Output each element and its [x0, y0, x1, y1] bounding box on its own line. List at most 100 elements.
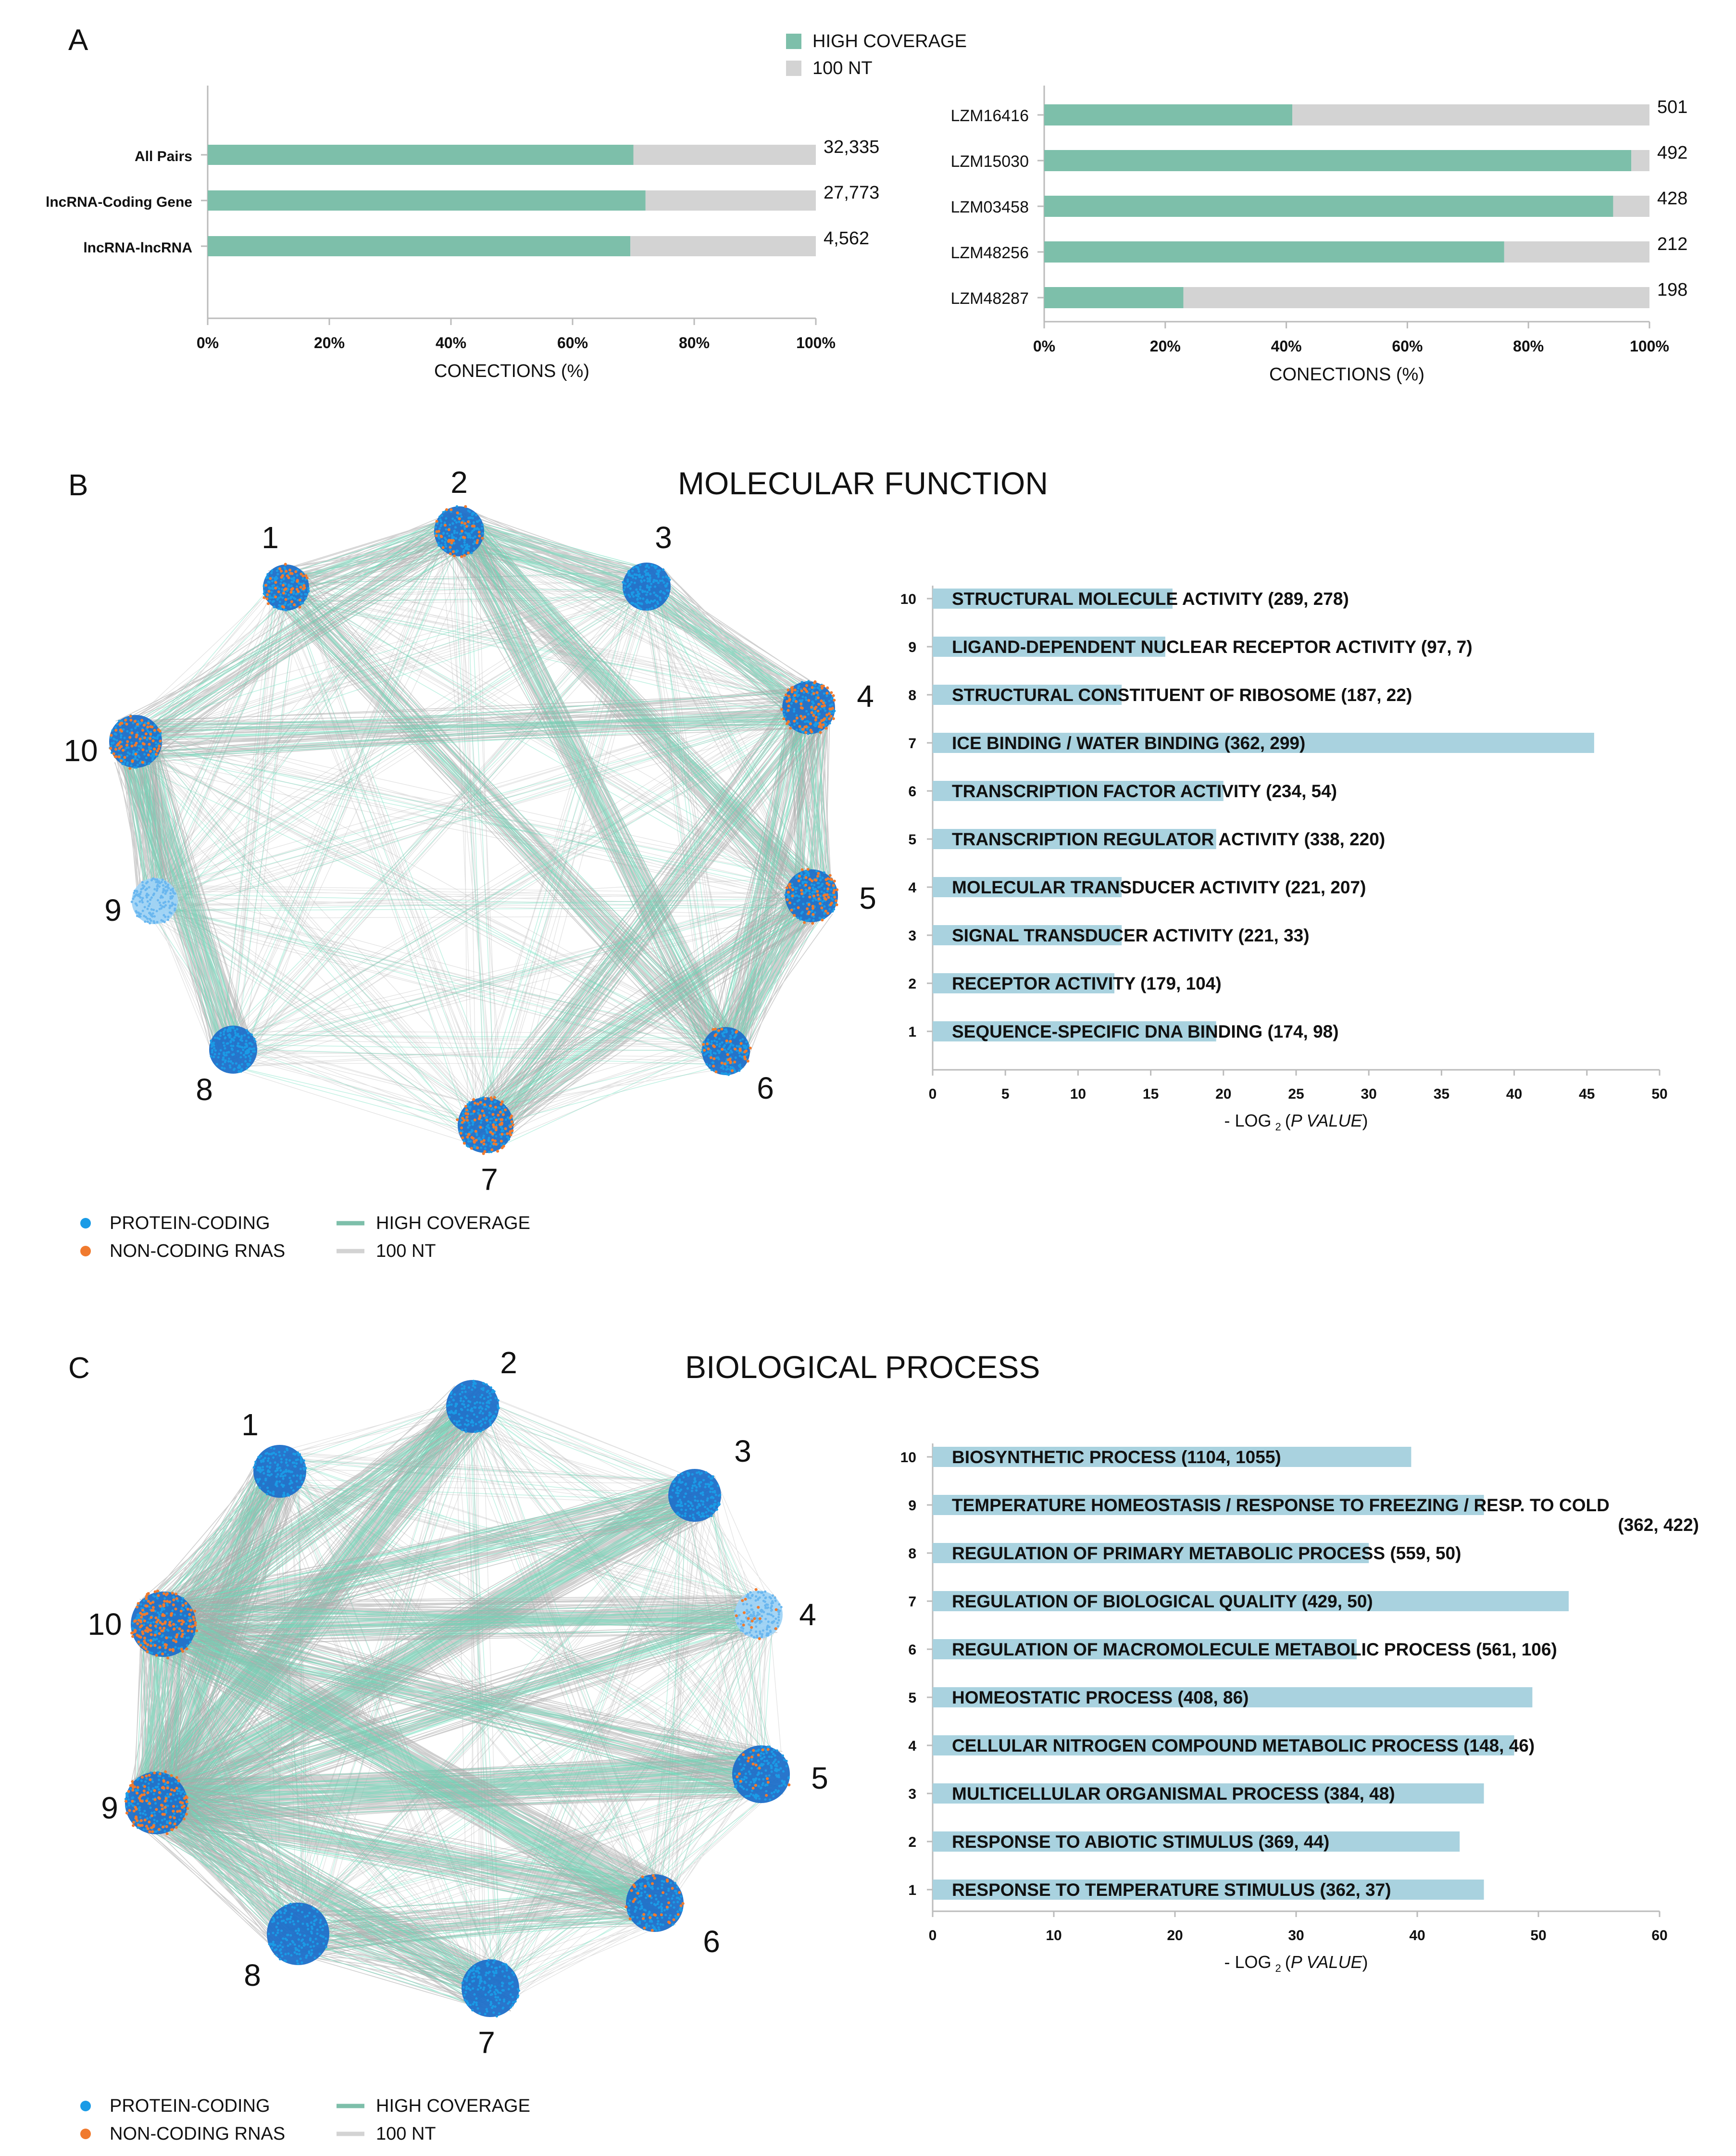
edge-bundle-high-coverage [144, 1477, 709, 1644]
enrichment-bar [933, 589, 1173, 609]
bar-category-label: SEQUENCE-SPECIFIC DNA BINDING (174, 98) [952, 1022, 1339, 1041]
edge-bundle-high-coverage [135, 1781, 320, 1953]
node-label: 4 [857, 679, 874, 714]
network-b: 1 2 3 4 5 6 7 8 9 10 [63, 465, 876, 1197]
node-protein-dots [622, 564, 671, 611]
edge-bundle-high-coverage [140, 1388, 489, 1645]
legend-swatch-high-coverage [786, 34, 801, 49]
edge-bundle-100nt [139, 889, 736, 1064]
node-label: 5 [811, 1761, 828, 1795]
bar-category-label: ICE BINDING / WATER BINDING (362, 299) [952, 733, 1305, 753]
x-tick-label: 20% [314, 334, 345, 351]
edge-bundle-high-coverage [227, 589, 664, 1050]
enrichment-bar [933, 1591, 1569, 1611]
enrichment-bar [933, 973, 1114, 993]
network-node-5: 5 [784, 868, 876, 925]
bar-index-label: 10 [900, 1450, 916, 1466]
edge-bundle-high-coverage [228, 1034, 741, 1066]
bar-100nt [1504, 241, 1649, 263]
edge-bundle-high-coverage [117, 516, 472, 760]
edge-bundle-100nt [470, 1908, 676, 2007]
node-label: 4 [799, 1597, 816, 1632]
edge-bundle-100nt [641, 1474, 714, 1926]
title-biological-process: BIOLOGICAL PROCESS [685, 1349, 1040, 1385]
x-tick-label: 50 [1530, 1928, 1546, 1943]
network-node-2: 2 [446, 1345, 517, 1433]
x-axis-title-ital: P VALUE [1291, 1111, 1363, 1130]
bar-category-label: RESPONSE TO ABIOTIC STIMULUS (369, 44) [952, 1832, 1329, 1852]
data-label: 4,562 [824, 228, 869, 249]
category-label: lncRNA-Coding Gene [46, 194, 192, 210]
edge-bundle-high-coverage [121, 726, 737, 1063]
enrichment-bar [933, 925, 1122, 945]
node-ncrna-dots [702, 1028, 752, 1074]
network-node-7: 7 [456, 1096, 515, 1197]
edge-bundle-100nt [228, 574, 663, 1065]
enrichment-bar [933, 1735, 1514, 1755]
bar-index-label: 10 [900, 591, 916, 607]
bar-100nt [645, 190, 816, 211]
bar-high-coverage [1044, 150, 1632, 171]
node-protein-dots [252, 1446, 307, 1497]
node-label: 8 [244, 1958, 261, 1993]
bar-index-label: 4 [908, 880, 916, 896]
edge-bundle-high-coverage [144, 1601, 774, 1645]
node-protein-dots [446, 1379, 500, 1433]
edge-bundle-high-coverage [476, 581, 657, 1123]
edge-bundle-high-coverage [135, 1781, 672, 1923]
x-tick-label: 45 [1579, 1086, 1595, 1102]
bar-high-coverage [1044, 241, 1504, 263]
edge-bundle-high-coverage [141, 1605, 780, 1794]
bar-index-label: 5 [908, 1690, 916, 1706]
bar-category-label: RECEPTOR ACTIVITY (179, 104) [952, 974, 1222, 993]
node-label: 6 [703, 1924, 720, 1959]
bar-100nt [1613, 196, 1649, 217]
x-axis-title-open: ( [1285, 1111, 1291, 1130]
edge-bundle-100nt [439, 518, 507, 1147]
bar-100nt [630, 236, 816, 256]
bar-index-label: 2 [908, 976, 916, 992]
enrichment-bar [933, 685, 1122, 705]
legend-protein-dot [80, 2101, 91, 2111]
network-node-3: 3 [668, 1434, 751, 1522]
edge-bundle-high-coverage [223, 700, 822, 1064]
node-protein-dots [267, 1903, 327, 1965]
edge-bundle-100nt [262, 1452, 699, 1511]
edge-bundle-100nt [627, 575, 829, 912]
enrichment-bar [933, 1543, 1369, 1563]
category-label: lncRNA-lncRNA [83, 240, 192, 256]
bar-category-label: RESPONSE TO TEMPERATURE STIMULUS (362, 3… [952, 1880, 1391, 1900]
network-node-7: 7 [461, 1959, 520, 2060]
x-tick-label: 5 [1001, 1086, 1010, 1102]
chart-a-right: LZM16416 501 LZM15030 492 LZM03458 428 LZM4825… [950, 86, 1687, 385]
bar-high-coverage [208, 190, 646, 211]
enrichment-bar [933, 1687, 1533, 1707]
x-tick-label: 100% [796, 334, 836, 351]
edge-bundle-high-coverage [286, 1883, 674, 1955]
node-label: 8 [196, 1072, 213, 1107]
bar-category-label: REGULATION OF BIOLOGICAL QUALITY (429, 5… [952, 1592, 1373, 1611]
bar-category-label: SIGNAL TRANSDUCER ACTIVITY (221, 33) [952, 926, 1310, 945]
node-ncrna-dots [624, 1874, 685, 1932]
network-node-9: 9 [104, 877, 178, 928]
bar-category-label: MOLECULAR TRANSDUCER ACTIVITY (221, 207) [952, 877, 1366, 897]
bar-category-label-continued: (362, 422) [1618, 1515, 1699, 1535]
bar-index-label: 8 [908, 688, 916, 703]
bar-index-label: 1 [908, 1024, 916, 1040]
x-tick-label: 10 [1070, 1086, 1086, 1102]
x-tick-label: 100% [1630, 338, 1669, 355]
x-tick-label: 50 [1651, 1086, 1667, 1102]
x-tick-label: 20 [1215, 1086, 1231, 1102]
edge-bundle-high-coverage [473, 1040, 738, 1145]
bar-category-label: CELLULAR NITROGEN COMPOUND METABOLIC PRO… [952, 1736, 1535, 1755]
enrichment-bar [933, 877, 1122, 897]
edge-bundle-100nt [219, 1031, 505, 1147]
edge-bundle-high-coverage [122, 691, 823, 760]
enrichment-bar [933, 1447, 1411, 1467]
network-c-legend: PROTEIN-CODING NON-CODING RNAS HIGH COVE… [80, 2096, 530, 2144]
x-tick-label: 80% [679, 334, 710, 351]
edge-bundle-high-coverage [467, 689, 825, 1139]
network-c: 1 2 3 4 5 6 7 8 9 10 [87, 1345, 828, 2060]
network-b-edges [114, 511, 833, 1147]
edge-bundle-high-coverage [630, 569, 826, 725]
